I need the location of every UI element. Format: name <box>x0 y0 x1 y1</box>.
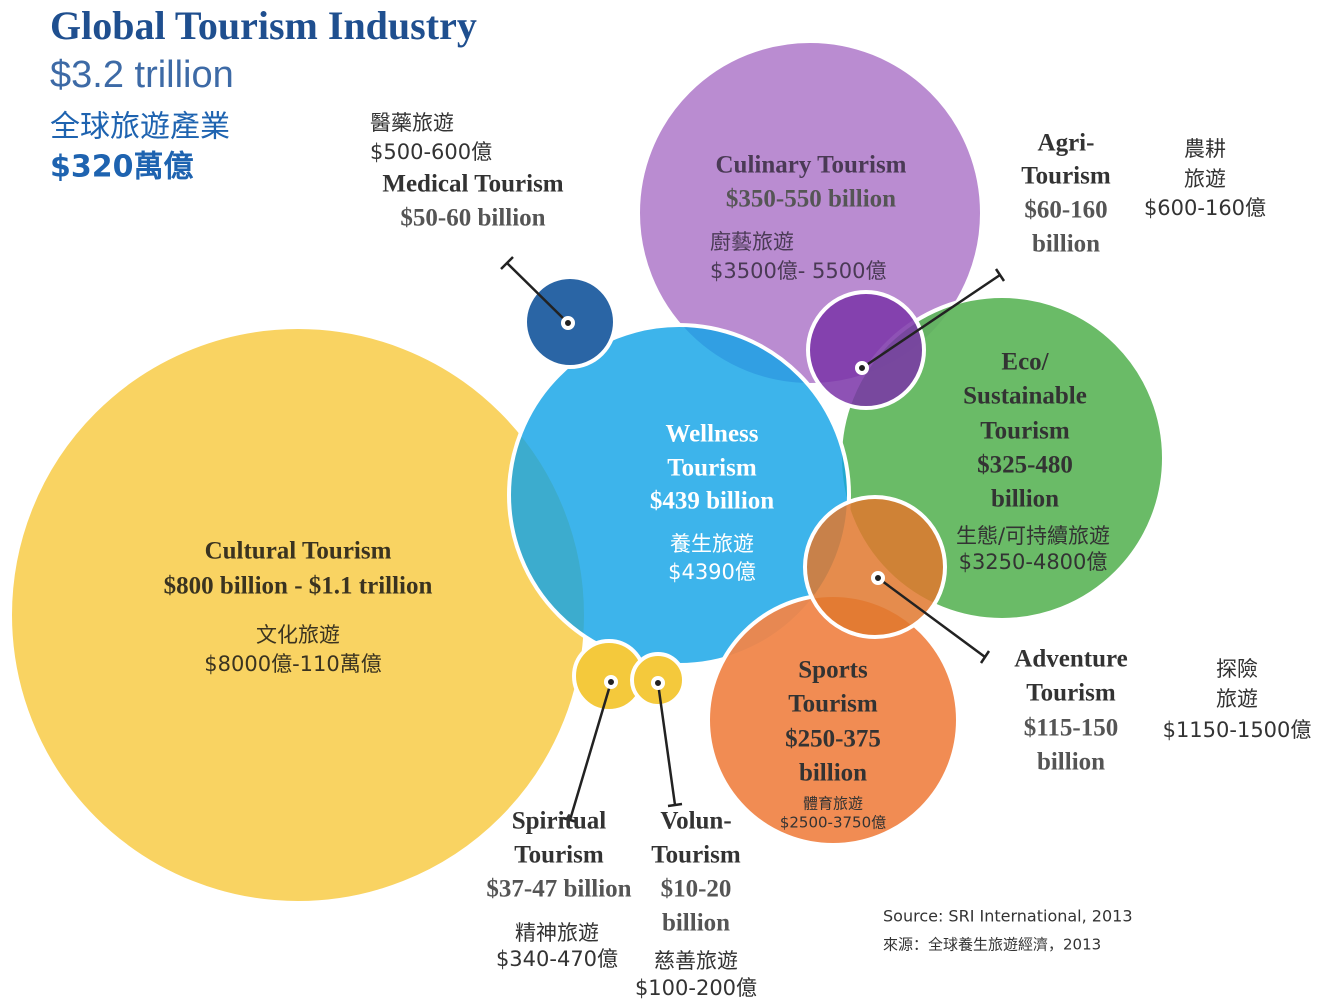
name-label: Adventure <box>1014 646 1127 673</box>
value-zh-label: $340-470億 <box>496 947 618 971</box>
name-label: Agri- <box>1038 130 1095 157</box>
value-label: $350-550 billion <box>726 186 896 213</box>
name-zh-label: 文化旅遊 <box>256 623 340 647</box>
name-zh-label: 廚藝旅遊 <box>710 230 794 254</box>
name-zh-label: 探險 <box>1216 657 1258 681</box>
name-label: Tourism <box>1026 680 1116 707</box>
dot <box>871 571 885 585</box>
value-label: billion <box>991 486 1059 513</box>
name-label: Wellness <box>665 421 758 448</box>
adventure-bubble <box>803 495 947 639</box>
value-label: billion <box>799 760 867 787</box>
name-zh-label: 農耕 <box>1184 137 1226 161</box>
dot <box>604 675 618 689</box>
value-label: $439 billion <box>650 488 774 515</box>
name-label: Tourism <box>651 842 741 869</box>
name-label: Medical Tourism <box>382 171 563 198</box>
value-zh-label: $500-600億 <box>370 140 492 164</box>
name-label: Sustainable <box>963 383 1087 410</box>
value-label: billion <box>1037 749 1105 776</box>
dot <box>651 676 665 690</box>
name-label: Tourism <box>788 691 878 718</box>
medical-leader <box>500 256 569 324</box>
name-zh-label: 體育旅遊 <box>803 795 863 813</box>
name-zh-label: 慈善旅遊 <box>654 949 738 973</box>
agri-bubble <box>806 290 926 410</box>
name-label: Cultural Tourism <box>205 538 392 565</box>
cultural-bubble <box>8 325 588 905</box>
name-label: Spiritual <box>512 808 607 835</box>
value-label: $37-47 billion <box>486 876 631 903</box>
value-zh-label: $4390億 <box>668 560 756 584</box>
volun-leader <box>656 682 683 808</box>
name-label: Tourism <box>1021 163 1111 190</box>
name-zh-label: 生態/可持續旅遊 <box>956 524 1110 548</box>
dot <box>855 361 869 375</box>
name-zh-label: 旅遊 <box>1184 167 1226 191</box>
source-zh: 來源：全球養生旅遊經濟，2013 <box>883 936 1101 954</box>
value-zh: $320萬億 <box>50 150 194 185</box>
dot <box>561 316 575 330</box>
name-label: Eco/ <box>1001 349 1049 376</box>
value-zh-label: $8000億-110萬億 <box>204 652 381 676</box>
value-label: $250-375 <box>785 726 881 753</box>
value-zh-label: $3500億- 5500億 <box>710 259 887 283</box>
value-zh-label: $100-200億 <box>635 976 757 1000</box>
value-label: $60-160 <box>1024 197 1107 224</box>
name-label: Culinary Tourism <box>715 152 906 179</box>
leader-lines <box>500 256 1006 824</box>
value-label: $800 billion - $1.1 trillion <box>164 573 433 600</box>
value-zh-label: $1150-1500億 <box>1163 718 1312 742</box>
value-zh-label: $3250-4800億 <box>959 550 1108 574</box>
adventure-leader <box>877 576 991 664</box>
source: Source: SRI International, 2013 <box>883 907 1133 926</box>
name-label: Tourism <box>980 418 1070 445</box>
value-label: $325-480 <box>977 452 1073 479</box>
name-label: Tourism <box>514 842 604 869</box>
value-label: $50-60 billion <box>400 205 545 232</box>
name-label: Tourism <box>667 455 757 482</box>
title-zh: 全球旅遊產業 <box>50 110 230 145</box>
value-label: $10-20 <box>661 876 732 903</box>
name-label: Volun- <box>660 808 731 835</box>
name-zh-label: 醫藥旅遊 <box>370 111 454 135</box>
name-zh-label: 養生旅遊 <box>670 532 754 556</box>
name-label: Sports <box>798 657 868 684</box>
value-zh-label: $600-160億 <box>1144 196 1266 220</box>
spiritual-leader <box>562 681 613 824</box>
value-label: billion <box>1032 231 1100 258</box>
bubbles <box>8 39 1166 905</box>
value-label: $115-150 <box>1024 715 1118 742</box>
name-zh-label: 旅遊 <box>1216 687 1258 711</box>
value-zh-label: $2500-3750億 <box>780 814 886 832</box>
agri-leader <box>861 268 1006 370</box>
value-label: billion <box>662 910 730 937</box>
name-zh-label: 精神旅遊 <box>515 921 599 945</box>
title: Global Tourism Industry <box>50 3 477 48</box>
subtitle: $3.2 trillion <box>50 54 234 96</box>
